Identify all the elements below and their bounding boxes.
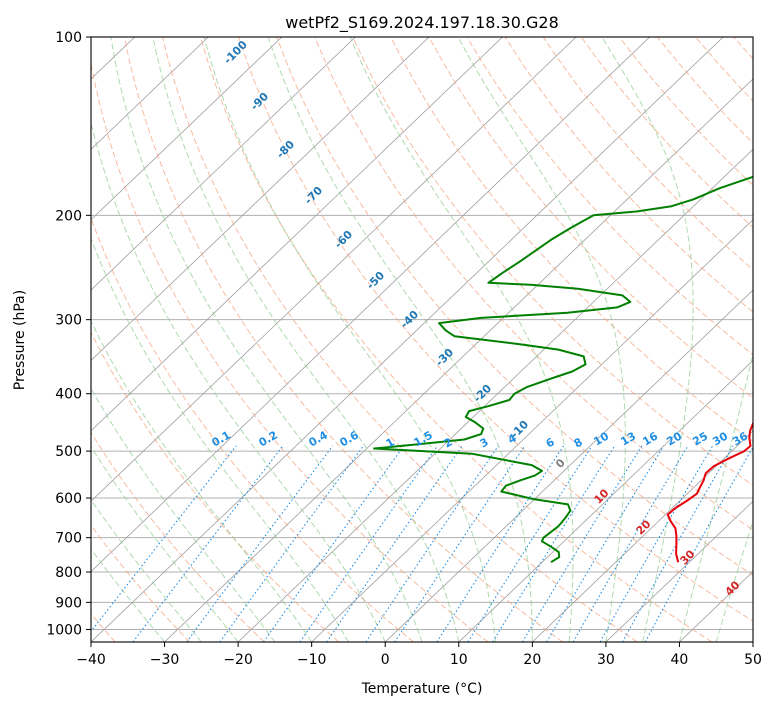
mixing-ratio-line: [436, 445, 564, 642]
y-tick-label: 900: [55, 595, 82, 611]
moist-adiabat: [110, 37, 423, 642]
mixing-ratio-line: [467, 445, 593, 642]
dry-adiabat: [390, 37, 753, 443]
y-tick-label: 1000: [46, 622, 82, 638]
y-tick-label: 100: [55, 30, 82, 46]
dry-adiabat: [91, 431, 265, 642]
mixing-ratio-line: [492, 445, 616, 642]
y-axis-title: Pressure (hPa): [12, 290, 28, 390]
x-tick-label: 10: [450, 652, 468, 668]
isotherm-line: [91, 37, 650, 573]
moist-adiabat: [349, 37, 574, 642]
moist-adiabat: [601, 37, 694, 642]
moist-adiabat: [91, 498, 202, 642]
x-tick-label: −10: [297, 652, 327, 668]
dry-adiabat: [162, 37, 638, 642]
x-tick-label: −40: [76, 652, 106, 668]
x-tick-label: −20: [223, 652, 253, 668]
x-tick-label: 50: [744, 652, 762, 668]
mixing-ratio-line: [522, 445, 643, 642]
dry-adiabat: [91, 524, 191, 642]
x-tick-label: 40: [671, 652, 689, 668]
moist-adiabat: [267, 37, 533, 642]
temperature-profile: [666, 421, 753, 563]
x-tick-label: 30: [597, 652, 615, 668]
mixing-ratio-line: [326, 445, 463, 642]
dry-adiabat: [504, 37, 753, 313]
x-axis-title: Temperature (°C): [361, 681, 483, 697]
isotherm-line: [91, 37, 430, 362]
mixing-ratio-line: [644, 446, 753, 642]
isotherm-line: [91, 37, 356, 291]
y-tick-label: 400: [55, 387, 82, 403]
moist-adiabat: [91, 237, 349, 642]
isotherm-line: [532, 430, 753, 642]
mixing-ratio-line: [394, 445, 526, 642]
isotherm-line: [458, 359, 753, 642]
dry-adiabat: [91, 216, 414, 642]
y-tick-label: 700: [55, 531, 82, 547]
plot-frame: [90, 36, 754, 643]
mixing-ratio-line: [132, 445, 284, 642]
x-tick-label: −30: [150, 652, 180, 668]
x-axis: −40 −30 −20 −10 0 10 20 30 40 50: [76, 642, 762, 668]
y-tick-label: 600: [55, 491, 82, 507]
y-tick-label: 200: [55, 208, 82, 224]
y-axis: 100 200 300 400 500 600 700 800 900 1000: [46, 30, 91, 638]
mixing-ratio-line: [299, 445, 438, 642]
mixing-ratio-line: [622, 445, 734, 642]
isotherm-line: [605, 500, 753, 642]
dry-adiabat: [314, 37, 753, 531]
x-tick-label: 20: [523, 652, 541, 668]
dry-adiabat: [91, 61, 489, 642]
moist-adiabat: [91, 120, 386, 642]
x-tick-label: 0: [381, 652, 390, 668]
isotherm-line: [91, 37, 503, 432]
series-layer: [373, 175, 753, 564]
mixing-ratio-line: [91, 445, 237, 633]
mixing-ratio-line: [546, 445, 665, 642]
background-lines: [91, 37, 753, 642]
y-tick-label: 500: [55, 444, 82, 460]
mixing-ratio-line: [186, 445, 334, 642]
moist-adiabat: [91, 319, 313, 642]
mixing-ratio-line: [263, 445, 405, 642]
mixing-ratio-line: [365, 445, 499, 642]
moist-adiabat: [91, 548, 165, 642]
dry-adiabat: [352, 37, 753, 486]
dewpoint-profile: [373, 175, 753, 564]
y-tick-label: 300: [55, 313, 82, 329]
dry-adiabat: [200, 37, 713, 642]
isotherm-line: [237, 148, 753, 642]
isotherm-line: [91, 37, 577, 502]
y-tick-label: 800: [55, 565, 82, 581]
chart-title: wetPf2_S169.2024.197.18.30.G28: [285, 13, 559, 33]
isotherm-line: [384, 289, 753, 642]
isotherm-line: [91, 37, 209, 150]
moist-adiabat: [203, 37, 497, 642]
isotherm-line: [91, 37, 283, 221]
moist-adiabat: [457, 37, 626, 642]
